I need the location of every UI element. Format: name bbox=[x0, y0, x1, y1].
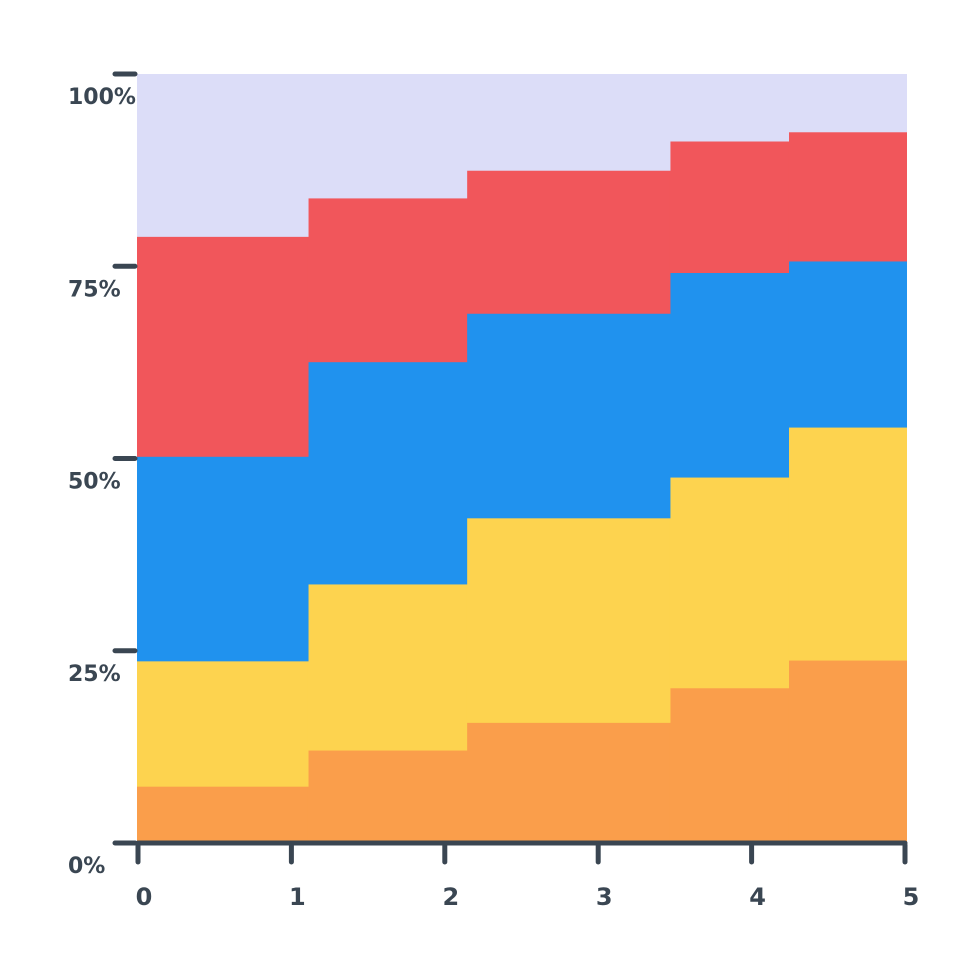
band-series-5-segment-5 bbox=[788, 74, 907, 133]
band-series-3-segment-2 bbox=[307, 361, 468, 585]
axes: 0% 25% 50% 75% 100% 0 1 2 3 4 5 bbox=[68, 71, 920, 911]
band-series-5-segment-3 bbox=[466, 74, 671, 171]
band-series-2-segment-5 bbox=[788, 426, 907, 661]
x-tick-label-1: 1 bbox=[289, 883, 306, 911]
band-series-1-segment-3 bbox=[466, 722, 671, 844]
band-series-2-segment-1 bbox=[137, 660, 309, 787]
band-series-5-segment-4 bbox=[669, 74, 790, 142]
band-series-1-segment-2 bbox=[307, 749, 468, 844]
band-series-2-segment-4 bbox=[669, 476, 790, 689]
band-series-3-segment-3 bbox=[466, 313, 671, 519]
x-tick-label-0: 0 bbox=[136, 883, 153, 911]
plot-area bbox=[137, 74, 907, 844]
band-series-1-segment-1 bbox=[137, 786, 309, 844]
x-tick-label-5: 5 bbox=[903, 883, 920, 911]
band-series-1-segment-4 bbox=[669, 687, 790, 844]
band-series-5-segment-1 bbox=[137, 74, 309, 237]
band-series-4-segment-2 bbox=[307, 197, 468, 363]
x-tick-label-3: 3 bbox=[596, 883, 613, 911]
band-series-4-segment-1 bbox=[137, 236, 309, 457]
band-series-4-segment-5 bbox=[788, 131, 907, 262]
band-series-3-segment-4 bbox=[669, 272, 790, 478]
band-series-4-segment-3 bbox=[466, 170, 671, 314]
band-series-1-segment-5 bbox=[788, 659, 907, 844]
y-tick-label-0: 0% bbox=[68, 854, 105, 879]
band-series-2-segment-2 bbox=[307, 583, 468, 751]
y-tick-label-1: 25% bbox=[68, 662, 121, 687]
band-series-4-segment-4 bbox=[669, 140, 790, 274]
band-series-3-segment-1 bbox=[137, 456, 309, 662]
x-tick-label-2: 2 bbox=[442, 883, 459, 911]
band-series-5-segment-2 bbox=[307, 74, 468, 199]
y-tick-label-2: 50% bbox=[68, 470, 121, 495]
x-tick-label-4: 4 bbox=[749, 883, 766, 911]
y-tick-label-4: 100% bbox=[68, 85, 136, 110]
band-series-3-segment-5 bbox=[788, 260, 907, 428]
y-tick-label-3: 75% bbox=[68, 277, 121, 302]
band-series-2-segment-3 bbox=[466, 517, 671, 723]
